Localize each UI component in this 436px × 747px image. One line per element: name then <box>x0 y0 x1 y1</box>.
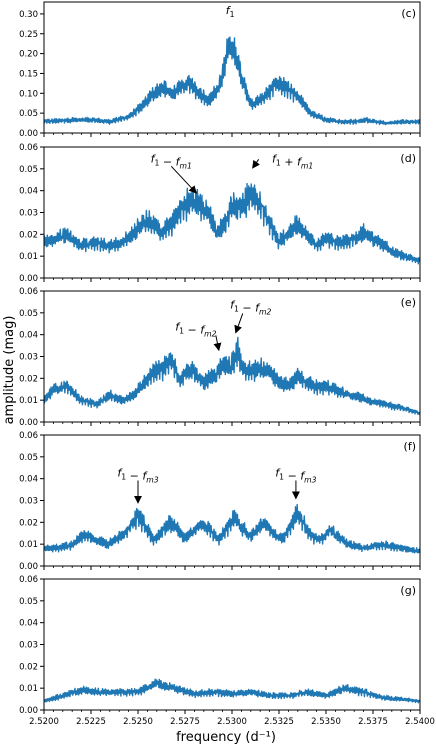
x-tick-label: 2.5250 <box>123 717 153 727</box>
annotation-arrow <box>213 335 222 352</box>
panel-label: (f) <box>404 440 416 453</box>
x-axis-label: frequency (d⁻¹) <box>176 730 276 745</box>
y-tick-label: 0.00 <box>19 274 38 284</box>
plot-frame <box>43 578 421 711</box>
annotation-arrow <box>234 313 244 334</box>
y-tick-label: 0.10 <box>19 89 38 99</box>
y-tick-label: 0.03 <box>19 497 38 507</box>
peak-annotation: f1 − fm1 <box>151 152 192 170</box>
annotation-arrow <box>170 165 197 194</box>
y-tick-label: 0.04 <box>19 619 38 629</box>
x-tick-label: 2.5300 <box>217 717 247 727</box>
y-tick-label: 0.05 <box>19 309 38 319</box>
x-tick-label: 2.5375 <box>358 717 388 727</box>
amplitude-series-line <box>43 336 421 415</box>
y-tick-label: 0.00 <box>19 562 38 572</box>
panel-d: 0.00 0.01 0.02 0.03 0.04 0.05 0.06 (d) f1 − fm1 f… <box>19 143 421 284</box>
amplitude-series-line <box>43 503 421 554</box>
panel-c: 0.00 0.05 0.10 0.15 0.20 0.25 0.30 (c) f1 <box>19 1 421 139</box>
x-tick-label: 2.5350 <box>311 717 341 727</box>
y-tick-label: 0.03 <box>19 209 38 219</box>
y-tick-label: 0.01 <box>19 684 38 694</box>
panel-label: (d) <box>400 152 416 165</box>
y-tick-label: 0.06 <box>19 143 38 153</box>
y-tick-label: 0.04 <box>19 475 38 485</box>
peak-annotation: f1 − fm3 <box>117 466 158 484</box>
panel-f: 0.00 0.01 0.02 0.03 0.04 0.05 0.06 (f) f1 − fm3 f… <box>19 431 421 572</box>
peak-annotation: f1 + fm1 <box>272 152 313 170</box>
y-tick-label: 0.15 <box>19 69 38 79</box>
y-tick-label: 0.00 <box>19 706 38 716</box>
y-tick-label: 0.04 <box>19 331 38 341</box>
x-tick-label: 2.5200 <box>29 717 59 727</box>
y-tick-label: 0.30 <box>19 10 38 20</box>
y-tick-label: 0.02 <box>19 374 38 384</box>
peak-annotation: f1 − fm2 <box>175 320 216 338</box>
annotation-arrow <box>252 158 260 169</box>
plot-frame <box>43 1 421 134</box>
y-tick-label: 0.20 <box>19 50 38 60</box>
peak-annotation: f1 <box>226 4 235 19</box>
y-tick-label: 0.02 <box>19 518 38 528</box>
y-tick-label: 0.05 <box>19 165 38 175</box>
panel-label: (e) <box>401 296 416 309</box>
y-tick-label: 0.06 <box>19 575 38 585</box>
y-tick-label: 0.03 <box>19 353 38 363</box>
x-tick-label: 2.5225 <box>76 717 106 727</box>
panel-label: (g) <box>400 584 416 597</box>
y-tick-label: 0.05 <box>19 109 38 119</box>
y-tick-label: 0.01 <box>19 252 38 262</box>
y-tick-label: 0.00 <box>19 418 38 428</box>
panel-g: 0.00 0.01 0.02 0.03 0.04 0.05 0.06 2.5200 2.5225… <box>19 575 435 727</box>
peak-annotation: f1 − fm2 <box>230 298 271 316</box>
y-tick-label: 0.25 <box>19 30 38 40</box>
amplitude-series-line <box>43 36 421 126</box>
amplitude-series-line <box>43 678 421 704</box>
y-tick-label: 0.05 <box>19 597 38 607</box>
y-tick-label: 0.03 <box>19 641 38 651</box>
y-tick-label: 0.01 <box>19 540 38 550</box>
peak-annotation: f1 − fm3 <box>275 466 316 484</box>
y-tick-label: 0.05 <box>19 453 38 463</box>
panel-label: (c) <box>401 7 416 20</box>
x-tick-label: 2.5400 <box>405 717 435 727</box>
y-tick-label: 0.01 <box>19 396 38 406</box>
y-tick-label: 0.04 <box>19 187 38 197</box>
x-tick-label: 2.5325 <box>264 717 294 727</box>
y-tick-label: 0.00 <box>19 129 38 139</box>
y-tick-label: 0.02 <box>19 662 38 672</box>
y-tick-label: 0.06 <box>19 287 38 297</box>
panel-e: 0.00 0.01 0.02 0.03 0.04 0.05 0.06 (e) f1 − fm2 f… <box>19 287 421 428</box>
y-tick-label: 0.02 <box>19 230 38 240</box>
x-tick-label: 2.5275 <box>170 717 200 727</box>
amplitude-series-line <box>43 182 421 265</box>
y-axis-label: amplitude (mag) <box>2 316 17 425</box>
y-tick-label: 0.06 <box>19 431 38 441</box>
